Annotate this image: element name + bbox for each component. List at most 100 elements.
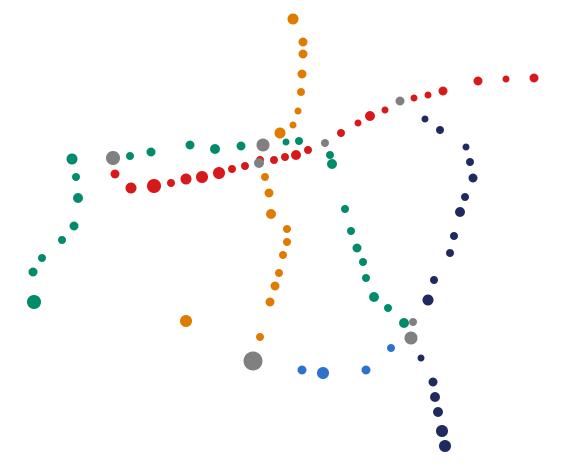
green-dot-2 xyxy=(72,173,80,181)
orange-dot-16 xyxy=(270,281,280,291)
red-dot-14 xyxy=(270,156,278,164)
gray-dot-6 xyxy=(409,318,417,326)
red-dot-2 xyxy=(502,75,510,83)
navy-dot-17 xyxy=(439,440,451,452)
green-dot-6 xyxy=(38,254,46,262)
navy-dot-1 xyxy=(421,115,429,123)
orange-dot-9 xyxy=(261,173,269,181)
orange-dot-14 xyxy=(279,251,287,259)
gray-dot-1 xyxy=(395,96,405,106)
green-dot-5 xyxy=(58,236,66,244)
navy-dot-6 xyxy=(461,193,469,201)
navy-dot-14 xyxy=(430,392,440,402)
green-dot-21 xyxy=(359,258,367,266)
navy-dot-3 xyxy=(462,143,470,151)
navy-line-dots xyxy=(417,115,478,452)
orange-dot-6 xyxy=(294,107,302,115)
green-dot-13 xyxy=(236,141,246,151)
green-dot-12 xyxy=(210,144,220,154)
green-dot-16 xyxy=(326,151,334,159)
orange-dot-12 xyxy=(283,225,291,233)
green-dot-19 xyxy=(347,227,355,235)
red-dot-19 xyxy=(196,171,208,183)
green-dot-1 xyxy=(66,153,78,165)
orange-dot-13 xyxy=(283,238,291,246)
green-dot-25 xyxy=(399,318,409,328)
gray-dot-4 xyxy=(254,158,264,168)
navy-dot-10 xyxy=(430,276,438,284)
navy-dot-13 xyxy=(428,377,438,387)
red-dot-3 xyxy=(473,76,483,86)
navy-dot-9 xyxy=(446,249,454,257)
gray-dot-3 xyxy=(256,138,270,152)
red-dot-23 xyxy=(125,182,137,194)
red-dot-21 xyxy=(167,179,175,187)
gray-hub-dots xyxy=(106,96,418,371)
red-dot-16 xyxy=(241,162,249,170)
green-dot-8 xyxy=(27,295,41,309)
orange-dot-7 xyxy=(289,121,297,129)
red-line-dots xyxy=(110,73,539,194)
blue-dot-2 xyxy=(297,365,307,375)
navy-dot-2 xyxy=(436,126,444,134)
orange-dot-15 xyxy=(275,269,283,277)
blue-dot-3 xyxy=(317,367,329,379)
green-line-dots xyxy=(27,137,409,328)
red-dot-10 xyxy=(337,129,345,137)
red-dot-11 xyxy=(304,146,312,154)
blue-dot-4 xyxy=(361,365,371,375)
orange-dot-17 xyxy=(265,297,275,307)
navy-dot-15 xyxy=(433,407,443,417)
red-dot-18 xyxy=(213,167,225,179)
red-dot-7 xyxy=(381,106,389,114)
green-dot-9 xyxy=(126,152,134,160)
red-dot-9 xyxy=(354,119,362,127)
gray-dot-7 xyxy=(404,331,418,345)
green-dot-14 xyxy=(282,138,290,146)
orange-dot-8 xyxy=(274,127,286,139)
green-dot-7 xyxy=(28,267,38,277)
red-dot-8 xyxy=(365,111,375,121)
red-dot-20 xyxy=(180,173,192,185)
orange-dot-10 xyxy=(264,188,274,198)
blue-dot-1 xyxy=(387,344,395,352)
green-dot-20 xyxy=(352,243,362,253)
orange-dot-3 xyxy=(298,49,308,59)
red-dot-22 xyxy=(147,179,161,193)
red-dot-17 xyxy=(228,165,236,173)
orange-dot-5 xyxy=(297,88,305,96)
green-dot-22 xyxy=(362,274,370,282)
red-dot-24 xyxy=(110,169,120,179)
blue-line-dots xyxy=(297,344,395,379)
orange-dot-11 xyxy=(266,209,276,219)
green-dot-10 xyxy=(146,147,156,157)
red-dot-12 xyxy=(291,150,301,160)
gray-dot-5 xyxy=(106,151,120,165)
red-dot-1 xyxy=(529,73,539,83)
navy-dot-16 xyxy=(436,425,448,437)
navy-dot-11 xyxy=(422,294,434,306)
green-dot-18 xyxy=(341,205,349,213)
gray-dot-8 xyxy=(243,351,263,371)
orange-dot-1 xyxy=(287,13,299,25)
green-dot-15 xyxy=(295,137,303,145)
red-dot-4 xyxy=(438,86,448,96)
navy-dot-12 xyxy=(417,354,425,362)
green-dot-3 xyxy=(73,193,83,203)
gray-dot-2 xyxy=(321,139,329,147)
navy-dot-5 xyxy=(468,173,478,183)
orange-dot-19 xyxy=(256,333,264,341)
green-dot-4 xyxy=(69,221,79,231)
navy-dot-7 xyxy=(455,207,465,217)
red-dot-5 xyxy=(424,91,432,99)
orange-dot-2 xyxy=(298,37,308,47)
navy-dot-4 xyxy=(466,158,474,166)
green-dot-23 xyxy=(369,292,379,302)
navy-dot-8 xyxy=(450,232,458,240)
orange-dot-4 xyxy=(297,69,307,79)
orange-line-dots xyxy=(180,13,308,341)
green-dot-11 xyxy=(185,140,195,150)
red-dot-6 xyxy=(410,94,418,102)
green-dot-17 xyxy=(327,159,337,169)
